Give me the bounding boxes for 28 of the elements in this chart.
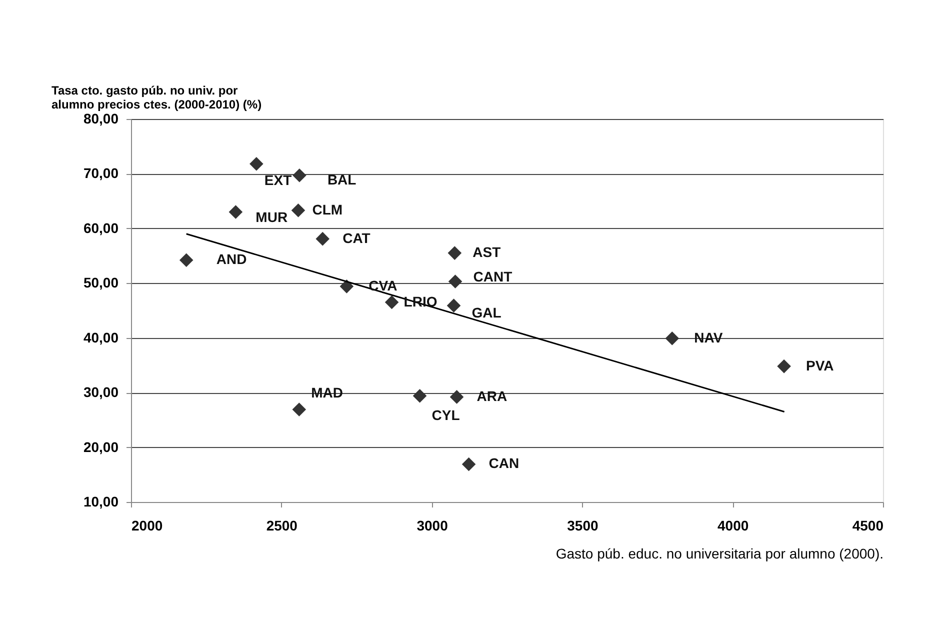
x-tick-label: 4500 bbox=[852, 518, 884, 534]
x-axis-title: Gasto púb. educ. no universitaria por alumno (2000). bbox=[556, 546, 884, 562]
y-tick-label: 40,00 bbox=[83, 329, 119, 346]
annotation: CYL bbox=[432, 406, 460, 423]
x-tick-label: 2000 bbox=[132, 518, 163, 534]
x-tick-label: 3500 bbox=[567, 518, 598, 534]
annotation: CLM bbox=[312, 201, 343, 218]
y-tick-label: 70,00 bbox=[83, 165, 119, 182]
annotation: AST bbox=[472, 244, 502, 260]
y-tick-label: 30,00 bbox=[83, 384, 119, 400]
annotation: AND bbox=[216, 251, 247, 268]
y-tick-label: 10,00 bbox=[83, 494, 119, 510]
x-tick-label: 3000 bbox=[416, 518, 448, 534]
annotation: GAL bbox=[472, 304, 502, 321]
annotation: CANT bbox=[473, 268, 513, 284]
annotation: CAT bbox=[342, 230, 371, 246]
annotation: BAL bbox=[327, 171, 357, 188]
x-tick-label: 2500 bbox=[266, 518, 298, 534]
y-tick-label: 60,00 bbox=[83, 220, 119, 236]
annotation: MUR bbox=[256, 209, 288, 226]
annotation: EXT bbox=[264, 172, 292, 188]
x-tick-label: 4000 bbox=[718, 518, 749, 534]
y-tick-label: 80,00 bbox=[83, 110, 119, 126]
y-tick-label: 50,00 bbox=[83, 274, 119, 291]
y-tick-label: 20,00 bbox=[83, 438, 119, 455]
annotation: PVA bbox=[806, 357, 834, 374]
y-axis-title: Tasa cto. gasto púb. no univ. por alumno precios ctes. (2000-2010) (%) bbox=[52, 84, 262, 112]
annotation: CAN bbox=[488, 455, 520, 472]
